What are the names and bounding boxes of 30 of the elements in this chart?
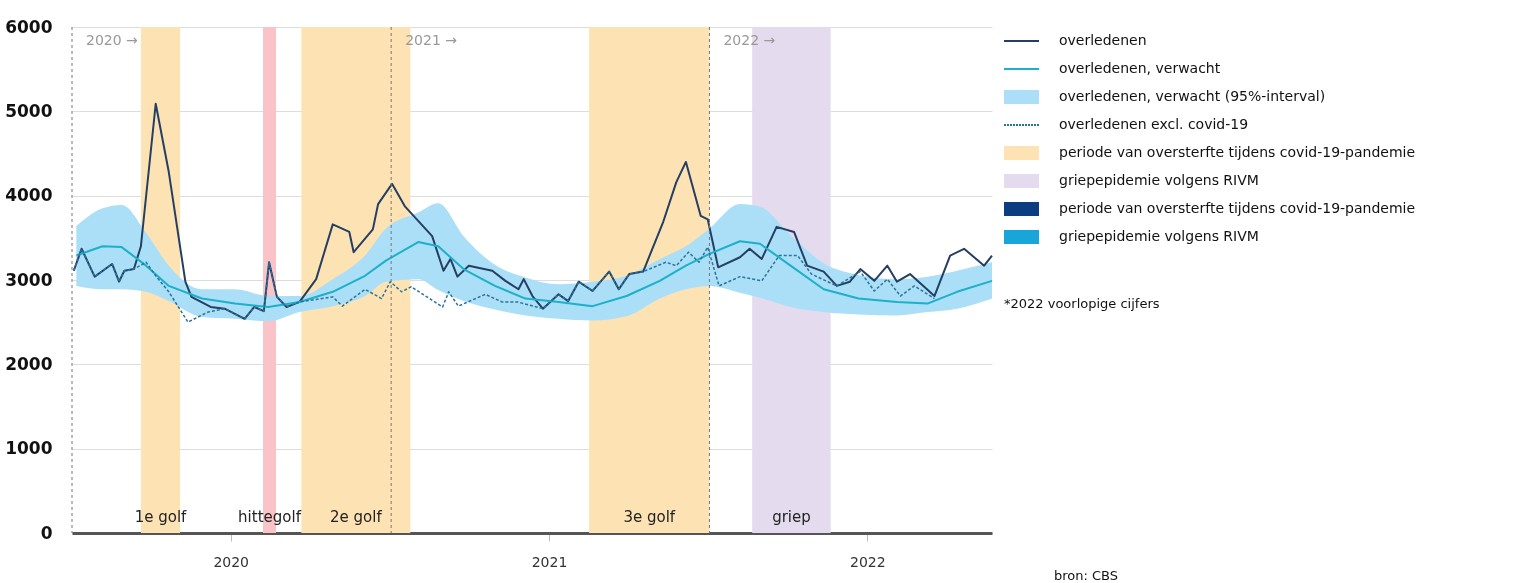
- y-tick-label: 5000: [5, 100, 53, 121]
- text: *2022 voorlopige cijfers: [1004, 296, 1160, 312]
- x-tick-label: 2020: [213, 553, 250, 570]
- ref-line-label: 2022 →: [723, 32, 776, 48]
- y-tick-label: 4000: [5, 185, 53, 206]
- y-tick-label: 2000: [5, 353, 53, 374]
- legend-label: periode van oversterfte tijdens covid-19-pandemie: [1059, 200, 1416, 216]
- legend-label: overledenen, verwacht (95%-interval): [1059, 88, 1326, 104]
- line-series: [75, 240, 993, 308]
- band-label: 2e golf: [330, 508, 383, 526]
- x-tick-label: 2022: [849, 553, 886, 570]
- legend-label: overledenen, verwacht: [1059, 60, 1221, 76]
- band-label: griep: [772, 508, 811, 526]
- ref-line-label: 2020 →: [86, 32, 139, 48]
- y-tick-label: 3000: [5, 269, 53, 290]
- band-label: 3e golf: [623, 508, 676, 526]
- line-series: [72, 102, 993, 320]
- line-series: [72, 246, 936, 323]
- legend-label: overledenen: [1059, 32, 1147, 48]
- legend-label: periode van oversterfte tijdens covid-19-pandemie: [1059, 144, 1416, 160]
- text: bron: CBS: [1054, 567, 1119, 583]
- y-tick-label: 6000: [5, 16, 53, 37]
- band-label: 1e golf: [134, 508, 188, 526]
- y-tick-label: 1000: [5, 438, 53, 459]
- x-tick-label: 2021: [531, 553, 568, 570]
- y-tick-label: 0: [40, 522, 53, 543]
- legend-label: overledenen excl. covid-19: [1059, 116, 1249, 132]
- legend-label: griepepidemie volgens RIVM: [1059, 172, 1259, 188]
- legend-label: griepepidemie volgens RIVM: [1059, 228, 1259, 244]
- band-label: hittegolf: [238, 508, 302, 526]
